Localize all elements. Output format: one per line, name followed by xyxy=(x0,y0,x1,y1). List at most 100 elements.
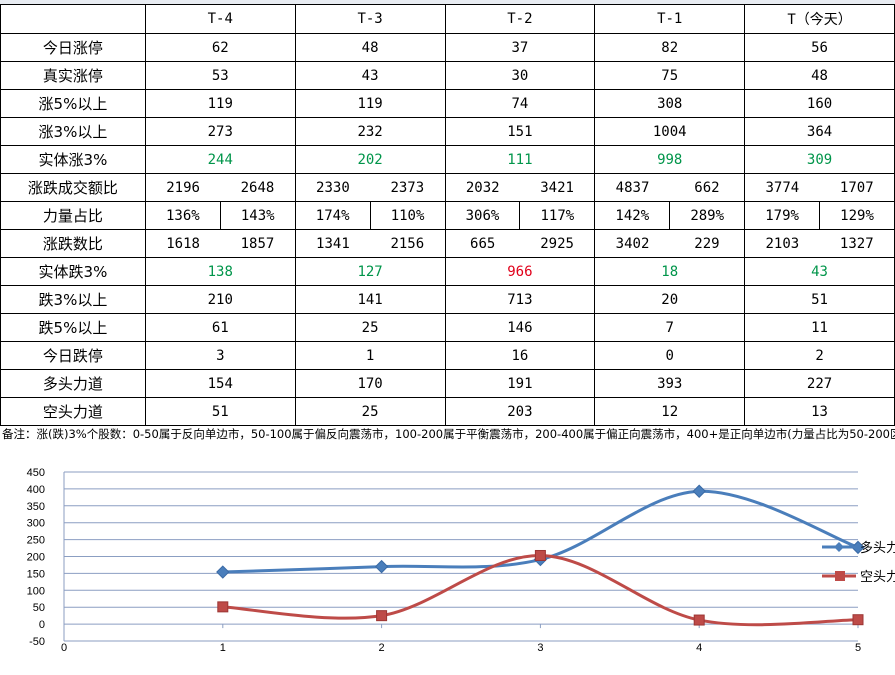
pair-cell[interactable]: 3402 229 xyxy=(594,229,746,258)
row-label[interactable]: 多头力道 xyxy=(0,369,146,398)
value-cell[interactable]: 170 xyxy=(294,369,446,398)
value-cell[interactable]: 16 xyxy=(444,341,596,370)
value-cell[interactable]: 61 xyxy=(144,313,296,342)
value-cell[interactable]: 1004 xyxy=(594,117,746,146)
row-label[interactable]: 今日跌停 xyxy=(0,341,146,370)
x-tick-label: 1 xyxy=(220,642,226,654)
pair-cell[interactable]: 136% 143% xyxy=(144,201,296,230)
value-cell[interactable]: 62 xyxy=(144,33,296,62)
pair-value-left: 2103 xyxy=(765,235,800,252)
value-cell[interactable]: 273 xyxy=(144,117,296,146)
column-header[interactable]: T-3 xyxy=(294,4,446,34)
value-cell[interactable]: 119 xyxy=(144,89,296,118)
value-cell[interactable]: 141 xyxy=(294,285,446,314)
pair-cell[interactable]: 174% 110% xyxy=(294,201,446,230)
value-cell[interactable]: 151 xyxy=(444,117,596,146)
value-cell[interactable]: 308 xyxy=(594,89,746,118)
column-header[interactable]: T-2 xyxy=(444,4,596,34)
value-cell[interactable]: 2 xyxy=(744,341,895,370)
pair-cell[interactable]: 179% 129% xyxy=(744,201,895,230)
y-tick-label: 250 xyxy=(27,535,45,547)
value-cell[interactable]: 191 xyxy=(444,369,596,398)
column-header[interactable]: T-1 xyxy=(594,4,746,34)
row-label[interactable]: 空头力道 xyxy=(0,397,146,426)
value-cell[interactable]: 1 xyxy=(294,341,446,370)
pair-cell[interactable]: 2196 2648 xyxy=(144,173,296,202)
value-cell[interactable]: 51 xyxy=(744,285,895,314)
value-cell[interactable]: 232 xyxy=(294,117,446,146)
pair-cell[interactable]: 306% 117% xyxy=(444,201,596,230)
value-cell[interactable]: 227 xyxy=(744,369,895,398)
row-label[interactable]: 力量占比 xyxy=(0,201,146,230)
value-cell[interactable]: 74 xyxy=(444,89,596,118)
row-label[interactable]: 跌5%以上 xyxy=(0,313,146,342)
pair-cell[interactable]: 665 2925 xyxy=(444,229,596,258)
value-cell[interactable]: 713 xyxy=(444,285,596,314)
value-cell[interactable]: 48 xyxy=(294,33,446,62)
row-label[interactable]: 实体涨3% xyxy=(0,145,146,174)
pair-cell[interactable]: 1618 1857 xyxy=(144,229,296,258)
row-label[interactable]: 跌3%以上 xyxy=(0,285,146,314)
pair-cell[interactable]: 1341 2156 xyxy=(294,229,446,258)
value-cell[interactable]: 309 xyxy=(744,145,895,174)
value-cell[interactable]: 3 xyxy=(144,341,296,370)
value-cell[interactable]: 25 xyxy=(294,313,446,342)
row-label[interactable]: 真实涨停 xyxy=(0,61,146,90)
value-cell[interactable]: 160 xyxy=(744,89,895,118)
row-label[interactable]: 涨跌数比 xyxy=(0,229,146,258)
value-cell[interactable]: 966 xyxy=(444,257,596,286)
value-cell[interactable]: 82 xyxy=(594,33,746,62)
row-label[interactable]: 涨5%以上 xyxy=(0,89,146,118)
value-cell[interactable]: 111 xyxy=(444,145,596,174)
value-cell[interactable]: 53 xyxy=(144,61,296,90)
value-cell[interactable]: 146 xyxy=(444,313,596,342)
spreadsheet-area[interactable]: T-4 T-3 T-2 T-1 T（今天） 今日涨停 62 48 37 82 56 真实涨停 53 43 3… xyxy=(0,0,895,440)
value-cell[interactable]: 138 xyxy=(144,257,296,286)
value-cell[interactable]: 75 xyxy=(594,61,746,90)
row-label[interactable]: 涨跌成交额比 xyxy=(0,173,146,202)
pair-cell[interactable]: 2032 3421 xyxy=(444,173,596,202)
data-point-square xyxy=(217,601,229,613)
value-cell[interactable]: 25 xyxy=(294,397,446,426)
value-cell[interactable]: 18 xyxy=(594,257,746,286)
value-cell[interactable]: 203 xyxy=(444,397,596,426)
pair-cell[interactable]: 4837 662 xyxy=(594,173,746,202)
value-cell[interactable]: 48 xyxy=(744,61,895,90)
row-label[interactable]: 涨3%以上 xyxy=(0,117,146,146)
table-row: 空头力道 51 25 203 12 13 xyxy=(0,397,895,426)
value-cell[interactable]: 51 xyxy=(144,397,296,426)
value-cell[interactable]: 202 xyxy=(294,145,446,174)
column-header[interactable]: T-4 xyxy=(144,4,296,34)
value-cell[interactable]: 12 xyxy=(594,397,746,426)
value-cell[interactable]: 56 xyxy=(744,33,895,62)
value-cell[interactable]: 998 xyxy=(594,145,746,174)
pair-cell[interactable]: 2103 1327 xyxy=(744,229,895,258)
value-cell[interactable]: 0 xyxy=(594,341,746,370)
value-cell[interactable]: 30 xyxy=(444,61,596,90)
value-cell[interactable]: 154 xyxy=(144,369,296,398)
value-cell[interactable]: 37 xyxy=(444,33,596,62)
x-tick-label: 3 xyxy=(537,642,543,654)
y-tick-label: 300 xyxy=(27,518,45,530)
value-cell[interactable]: 364 xyxy=(744,117,895,146)
corner-cell[interactable] xyxy=(0,4,146,34)
value-cell[interactable]: 43 xyxy=(294,61,446,90)
row-label[interactable]: 实体跌3% xyxy=(0,257,146,286)
value-cell[interactable]: 210 xyxy=(144,285,296,314)
pair-cell[interactable]: 142% 289% xyxy=(594,201,746,230)
value-cell[interactable]: 43 xyxy=(744,257,895,286)
value-cell[interactable]: 7 xyxy=(594,313,746,342)
value-cell[interactable]: 393 xyxy=(594,369,746,398)
value-cell[interactable]: 244 xyxy=(144,145,296,174)
value-cell[interactable]: 13 xyxy=(744,397,895,426)
value-cell[interactable]: 20 xyxy=(594,285,746,314)
row-label[interactable]: 今日涨停 xyxy=(0,33,146,62)
pair-cell[interactable]: 3774 1707 xyxy=(744,173,895,202)
value-cell[interactable]: 11 xyxy=(744,313,895,342)
value-cell[interactable]: 127 xyxy=(294,257,446,286)
column-header[interactable]: T（今天） xyxy=(744,4,895,34)
table-row: 跌3%以上 210 141 713 20 51 xyxy=(0,285,895,314)
pair-cell[interactable]: 2330 2373 xyxy=(294,173,446,202)
value-cell[interactable]: 119 xyxy=(294,89,446,118)
line-chart[interactable]: 450 400 350 300 250 200 150 100 50 0 -50 0 1 2 3 4 5 多头力空… xyxy=(0,456,895,675)
